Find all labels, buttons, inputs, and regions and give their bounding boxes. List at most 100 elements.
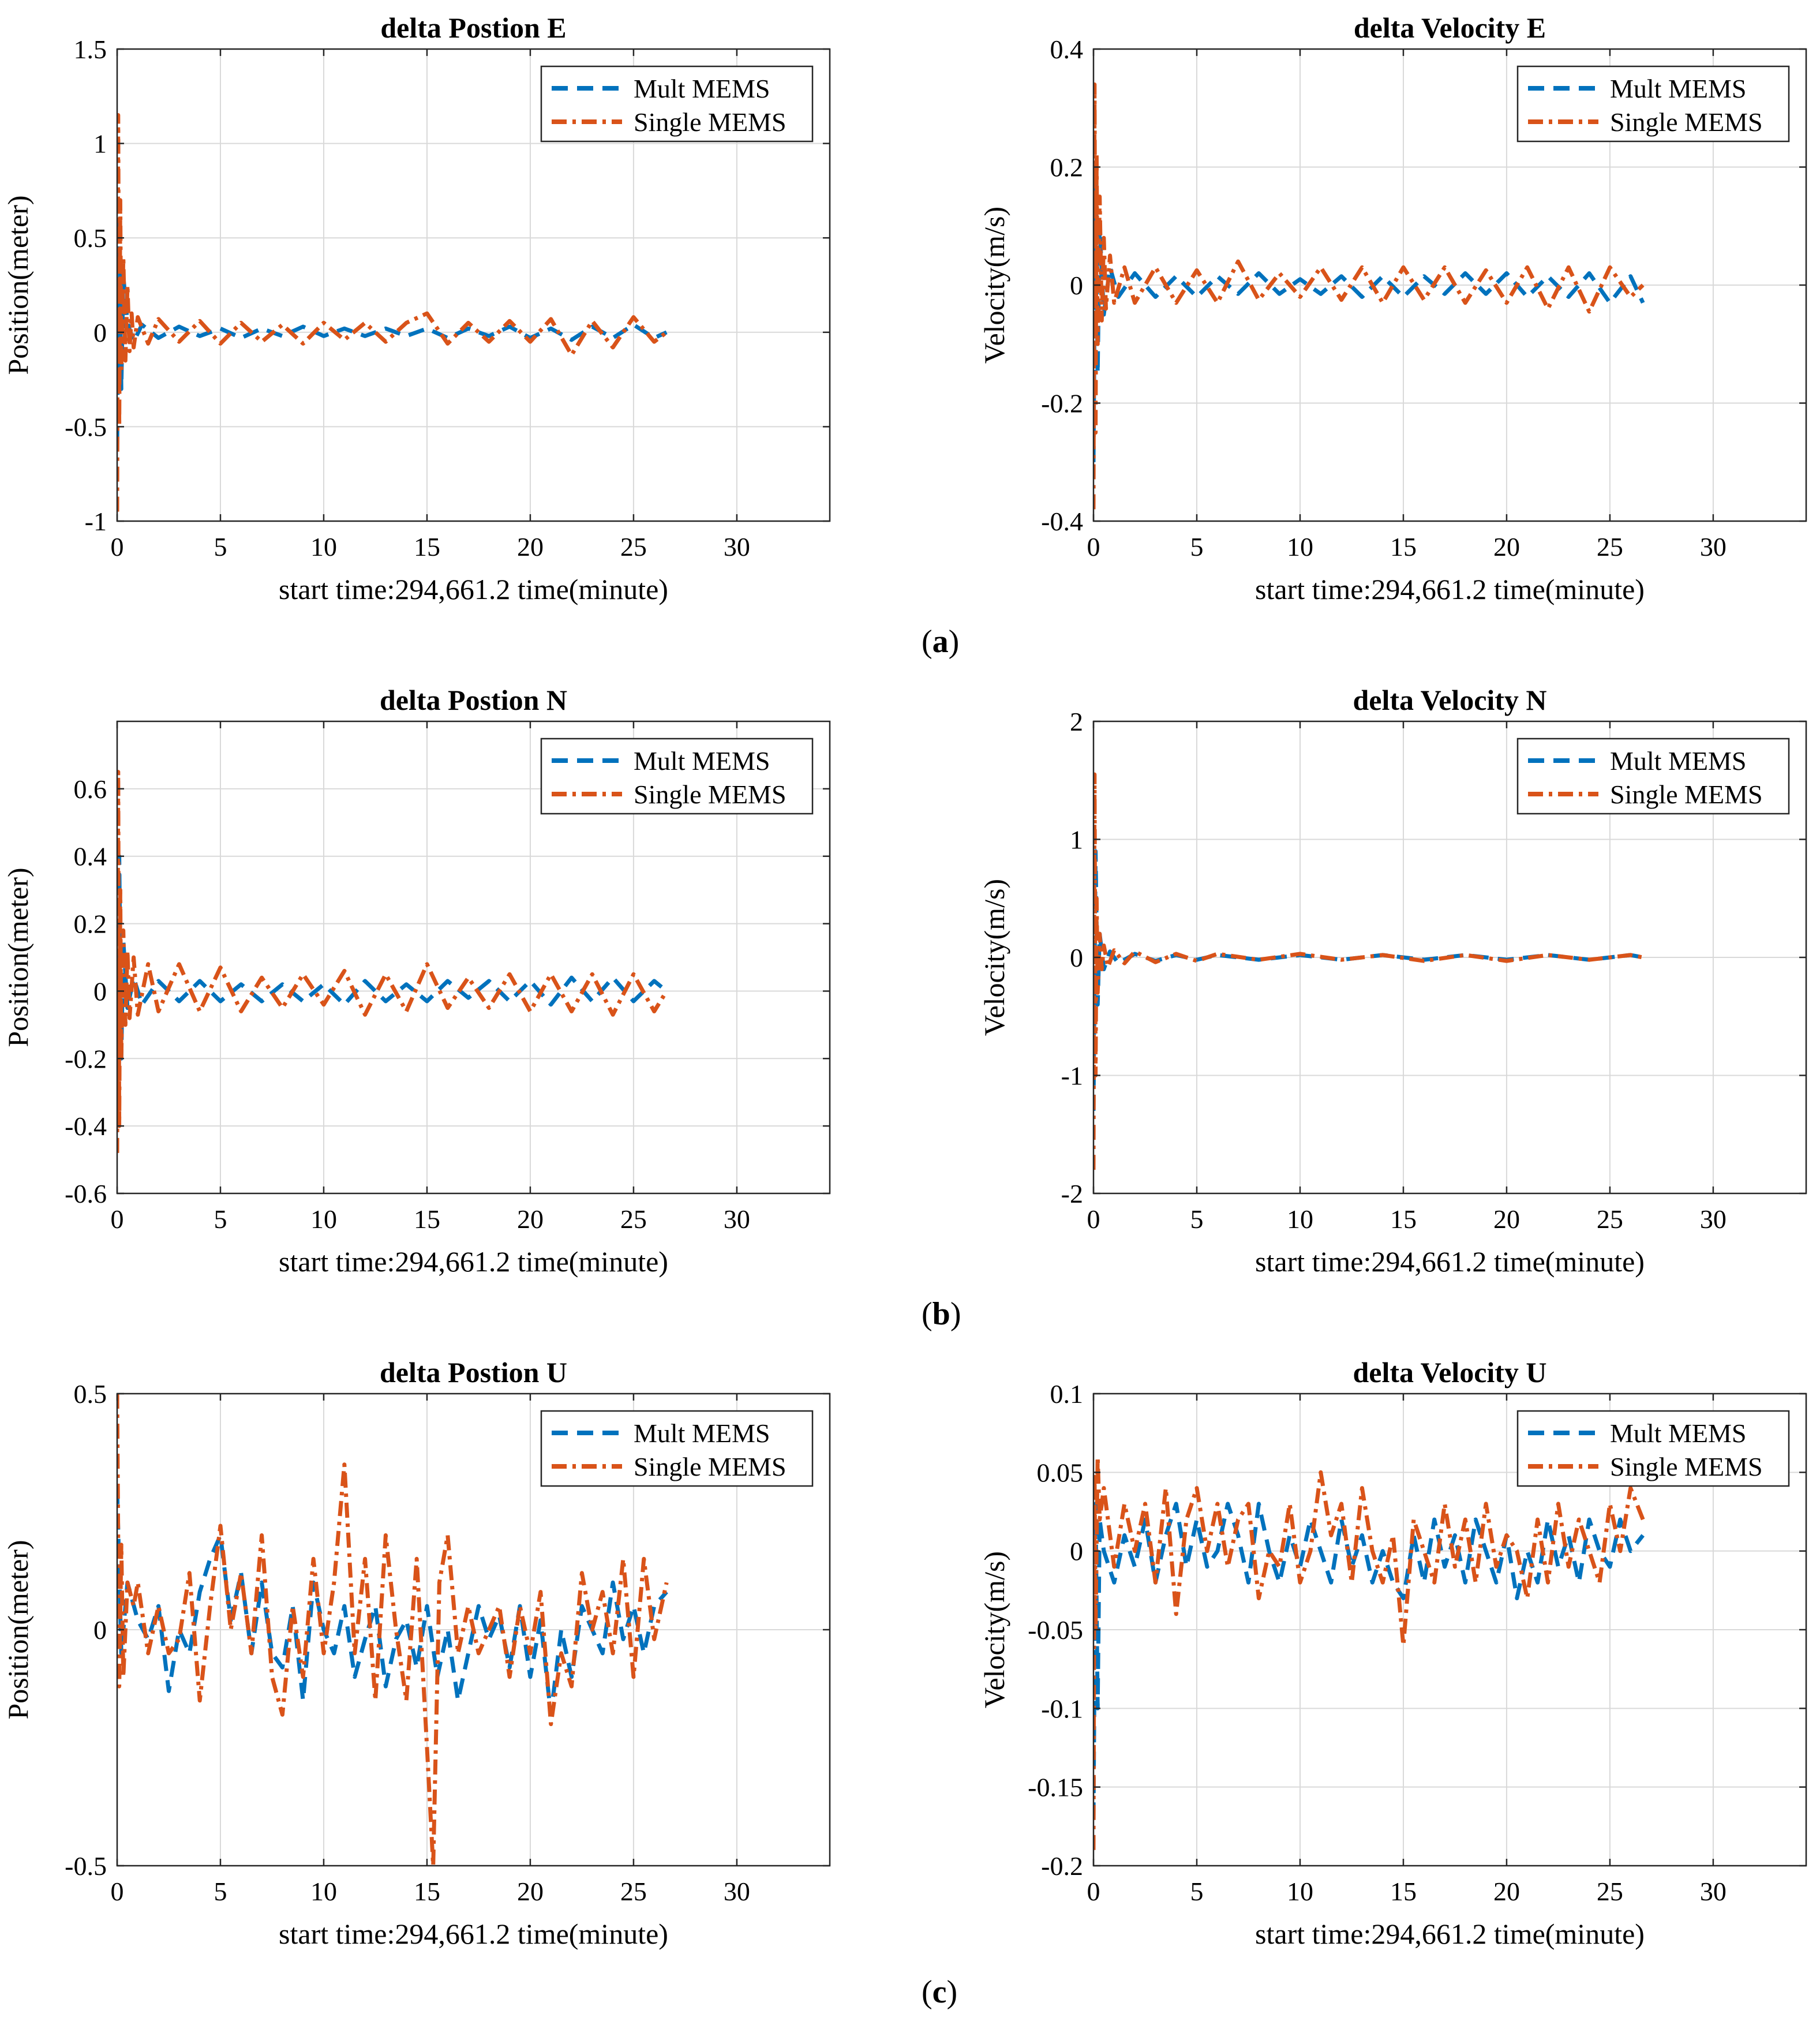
y-tick-label: 0 bbox=[1070, 943, 1083, 972]
legend-entry: Mult MEMS bbox=[1610, 1418, 1746, 1448]
legend-entry: Mult MEMS bbox=[1610, 74, 1746, 103]
x-tick-label: 15 bbox=[414, 1877, 440, 1906]
y-tick-label: 0.4 bbox=[74, 842, 107, 871]
y-tick-label: 0.6 bbox=[74, 774, 107, 804]
chart-title: delta Velocity U bbox=[1353, 1356, 1546, 1388]
x-tick-label: 0 bbox=[111, 532, 124, 562]
y-axis-label: Velocity(m/s) bbox=[978, 1551, 1010, 1708]
legend-entry: Mult MEMS bbox=[634, 1418, 770, 1448]
x-axis-label: start time:294,661.2 time(minute) bbox=[279, 1245, 668, 1278]
x-tick-label: 15 bbox=[1390, 1204, 1417, 1234]
x-tick-label: 10 bbox=[310, 1877, 337, 1906]
x-axis-label: start time:294,661.2 time(minute) bbox=[1255, 573, 1645, 605]
y-tick-label: 0.5 bbox=[74, 1379, 107, 1409]
legend-entry: Single MEMS bbox=[634, 107, 787, 137]
series-line-single-mems bbox=[1094, 82, 1645, 510]
chart-6: 0 5 10 15 20 25 30 -0.2 -0.15 -0.1 -0.05 0 0.05 0.1 de… bbox=[978, 1356, 1807, 1950]
y-tick-label: -1 bbox=[85, 507, 107, 536]
x-tick-label: 30 bbox=[724, 1877, 750, 1906]
x-tick-label: 30 bbox=[1700, 1877, 1727, 1906]
y-tick-label: 0.2 bbox=[1050, 153, 1084, 182]
legend-entry: Single MEMS bbox=[1610, 780, 1763, 809]
y-tick-label: -0.5 bbox=[65, 412, 107, 441]
axes-box bbox=[116, 720, 831, 1195]
x-axis-label: start time:294,661.2 time(minute) bbox=[1255, 1918, 1645, 1950]
chart-3: 0 5 10 15 20 25 30 -0.6 -0.4 -0.2 0 0.2 0.4 0.6 delta … bbox=[2, 684, 831, 1278]
x-tick-label: 15 bbox=[414, 1204, 440, 1234]
y-tick-label: 0 bbox=[93, 1615, 107, 1645]
y-tick-label: 0 bbox=[93, 976, 107, 1006]
legend-box bbox=[540, 1410, 814, 1487]
x-tick-label: 0 bbox=[111, 1204, 124, 1234]
y-tick-label: -2 bbox=[1061, 1179, 1083, 1208]
legend-entry: Mult MEMS bbox=[1610, 746, 1746, 776]
x-tick-label: 20 bbox=[1493, 1877, 1520, 1906]
row-label-a: (a) bbox=[922, 624, 960, 660]
y-tick-label: 1.5 bbox=[74, 35, 107, 64]
y-axis-label: Position(meter) bbox=[2, 1540, 34, 1719]
legend: Mult MEMS Single MEMS bbox=[540, 65, 814, 143]
x-tick-label: 0 bbox=[111, 1877, 124, 1906]
x-tick-label: 20 bbox=[1493, 532, 1520, 562]
x-tick-label: 15 bbox=[414, 532, 440, 562]
y-tick-label: -0.2 bbox=[65, 1044, 107, 1073]
legend: Mult MEMS Single MEMS bbox=[1516, 738, 1790, 815]
x-tick-label: 20 bbox=[517, 532, 544, 562]
x-tick-label: 20 bbox=[517, 1204, 544, 1234]
chart-2: 0 5 10 15 20 25 30 -0.4 -0.2 0 0.2 0.4 delta Velocit… bbox=[978, 12, 1807, 605]
y-tick-label: 0.5 bbox=[74, 223, 107, 253]
x-tick-label: 5 bbox=[214, 1877, 227, 1906]
x-tick-label: 25 bbox=[1597, 1204, 1623, 1234]
y-tick-label: -0.05 bbox=[1028, 1615, 1083, 1645]
y-tick-label: 0.2 bbox=[74, 909, 107, 939]
series-line-mult-mems bbox=[117, 1488, 668, 1717]
legend-box bbox=[540, 65, 814, 143]
y-axis-label: Position(meter) bbox=[2, 867, 34, 1047]
legend-box bbox=[1516, 65, 1790, 143]
legend-box bbox=[1516, 738, 1790, 815]
axes-box bbox=[116, 48, 831, 522]
chart-title: delta Velocity N bbox=[1353, 684, 1546, 716]
legend-entry: Single MEMS bbox=[1610, 1452, 1763, 1481]
series-line-mult-mems bbox=[1094, 165, 1645, 462]
x-tick-label: 30 bbox=[724, 1204, 750, 1234]
x-tick-label: 30 bbox=[1700, 532, 1727, 562]
y-tick-label: 1 bbox=[93, 129, 107, 159]
x-axis-label: start time:294,661.2 time(minute) bbox=[279, 1918, 668, 1950]
y-tick-label: -0.2 bbox=[1041, 1851, 1083, 1881]
x-tick-label: 15 bbox=[1390, 532, 1417, 562]
row-label-b: (b) bbox=[922, 1296, 961, 1332]
legend: Mult MEMS Single MEMS bbox=[1516, 65, 1790, 143]
y-tick-label: 0.4 bbox=[1050, 35, 1084, 64]
x-tick-label: 10 bbox=[1287, 1204, 1313, 1234]
y-tick-label: -0.5 bbox=[65, 1851, 107, 1881]
x-axis-label: start time:294,661.2 time(minute) bbox=[279, 573, 668, 605]
y-axis-label: Position(meter) bbox=[2, 195, 34, 375]
chart-title: delta Postion N bbox=[380, 684, 567, 716]
chart-4: 0 5 10 15 20 25 30 -2 -1 0 1 2 delta Velocity N start… bbox=[978, 684, 1807, 1278]
x-tick-label: 20 bbox=[517, 1877, 544, 1906]
series-line-single-mems bbox=[1094, 772, 1643, 1170]
x-tick-label: 5 bbox=[1190, 1204, 1203, 1234]
x-tick-label: 30 bbox=[1700, 1204, 1727, 1234]
x-tick-label: 0 bbox=[1087, 1204, 1100, 1234]
y-tick-label: -0.4 bbox=[65, 1111, 107, 1141]
x-tick-label: 10 bbox=[1287, 532, 1313, 562]
x-tick-label: 15 bbox=[1390, 1877, 1417, 1906]
chart-title: delta Postion U bbox=[380, 1356, 567, 1388]
legend-box bbox=[1516, 1410, 1790, 1487]
legend-entry: Single MEMS bbox=[634, 780, 787, 809]
x-tick-label: 5 bbox=[214, 1204, 227, 1234]
series-line-single-mems bbox=[117, 113, 668, 512]
x-tick-label: 25 bbox=[1597, 1877, 1623, 1906]
legend-entry: Single MEMS bbox=[1610, 107, 1763, 137]
row-label-c: (c) bbox=[922, 1974, 958, 2010]
y-tick-label: 0.1 bbox=[1050, 1379, 1084, 1409]
y-tick-label: -0.2 bbox=[1041, 389, 1083, 418]
x-tick-label: 10 bbox=[1287, 1877, 1313, 1906]
legend-entry: Mult MEMS bbox=[634, 74, 770, 103]
x-tick-label: 10 bbox=[310, 1204, 337, 1234]
y-tick-label: -1 bbox=[1061, 1061, 1083, 1091]
